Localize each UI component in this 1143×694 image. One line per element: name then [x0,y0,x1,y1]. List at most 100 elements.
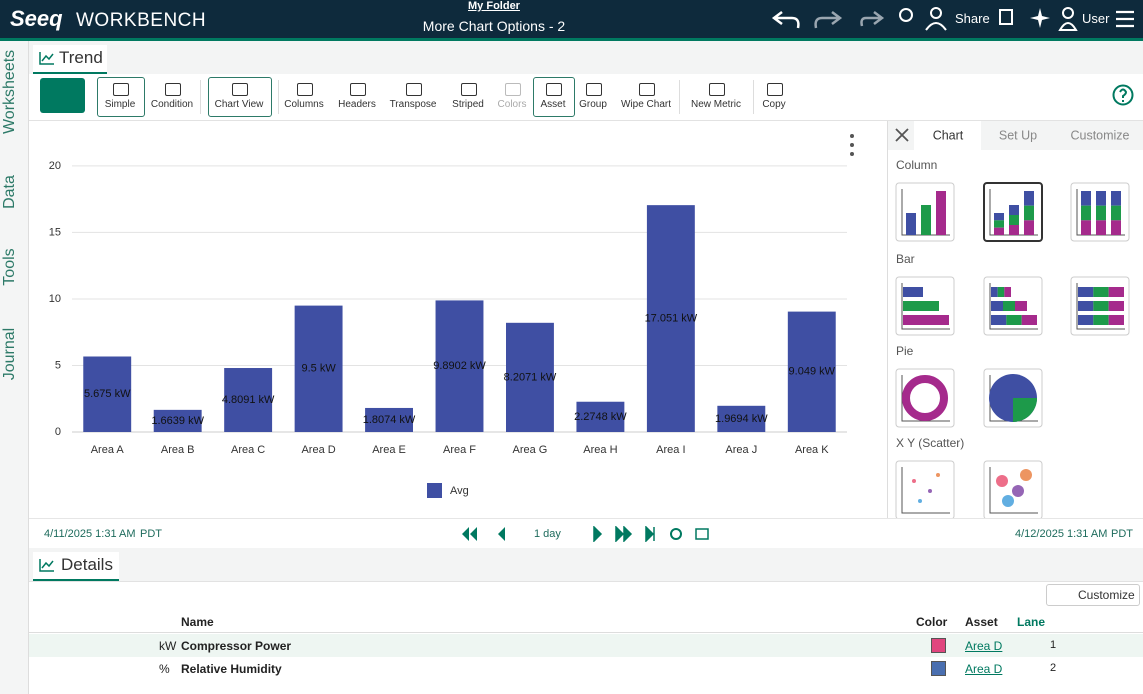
option-axes [989,283,1038,330]
view-button[interactable] [40,78,85,113]
button-icon[interactable] [461,83,477,96]
y-tick-label: 15 [49,226,61,238]
close-icon[interactable] [895,128,909,142]
toolbar-button[interactable]: Group [579,99,607,110]
option-bar [1093,301,1109,311]
option-bar [1006,315,1022,325]
row[interactable] [29,634,1143,657]
share-label[interactable]: Share [955,11,990,26]
button-icon[interactable] [767,83,783,96]
toolbar-button[interactable]: Chart View [214,99,264,110]
user-label[interactable]: User [1082,11,1110,26]
option-bar [1108,315,1124,325]
button-icon[interactable] [350,83,366,96]
sidebar-tab[interactable]: Worksheets [1,49,18,134]
asset-link[interactable]: Area D [965,639,1003,653]
option-bar [1024,191,1034,206]
color-swatch[interactable] [931,661,946,676]
value-label: 9.8902 kW [433,360,486,372]
trend-tab[interactable]: Trend [33,45,107,74]
toolbar-button[interactable]: Striped [452,99,484,110]
details-tab[interactable]: Details [33,552,119,581]
share-icon[interactable] [930,7,942,19]
column-header[interactable]: Asset [965,615,998,629]
forward-icon [860,11,885,27]
insight-icon[interactable] [899,8,913,22]
toolbar-button[interactable]: Columns [284,99,324,110]
option-axes [989,467,1038,514]
toolbar-button[interactable]: New Metric [690,99,741,110]
row[interactable] [29,657,1143,680]
option-bar [1111,191,1121,206]
panel-tab[interactable]: Customize [1070,128,1129,142]
color-swatch[interactable] [931,638,946,653]
option-bar [1024,220,1034,235]
legend-label: Avg [450,485,469,497]
option-bar [1078,287,1094,297]
step-back-icons[interactable] [461,526,521,542]
customize-button[interactable]: Customize [1046,584,1140,606]
chart: 0 5 10 15 20 Area A 5.675 kW Area B 1.6639 kW Are… [49,134,854,498]
duration[interactable]: 1 day [534,528,561,540]
option-dot [1020,469,1032,481]
toolbar-button[interactable]: Asset [540,99,566,110]
toolbar-button[interactable]: Wipe Chart [620,99,671,110]
asset-link[interactable]: Area D [965,662,1003,676]
undo-icon[interactable] [771,11,800,29]
start-time[interactable]: 4/11/2025 1:31 AM [44,528,136,540]
menu-icon[interactable] [1116,10,1136,28]
option-slice [1013,398,1037,422]
button-icon[interactable] [232,83,248,96]
header: Seeq WORKBENCH My Folder More Chart Opti… [0,0,1143,41]
folder-link[interactable]: My Folder [468,0,520,12]
panel-tab[interactable]: Set Up [999,128,1037,142]
column-header[interactable]: Color [916,615,948,629]
button-icon[interactable] [406,83,422,96]
value-label: 4.8091 kW [222,394,275,406]
sidebar [0,41,29,694]
button-icon[interactable] [586,83,602,96]
header-row [29,608,1143,633]
end-time[interactable]: 4/12/2025 1:31 AM [1015,528,1108,540]
option-axes [901,189,950,236]
option-axes [901,283,950,330]
button-frame [97,77,145,117]
product: WORKBENCH [76,10,207,31]
chart-option[interactable] [895,460,955,518]
side-panel: Chart Set Up Customize Column Bar Pie X Y (Sca… [887,121,1143,518]
logo[interactable]: Seeq [10,6,63,31]
toolbar-button[interactable]: Transpose [389,99,437,110]
column-header[interactable]: Lane [1017,615,1046,629]
x-tick-label: Area E [372,444,406,456]
column-header[interactable]: Name [181,615,214,629]
sidebar-tab[interactable]: Data [1,175,18,209]
toolbar-button[interactable]: Copy [762,99,786,110]
option-bar [1009,215,1019,225]
option-dot [996,475,1008,487]
separator [753,80,754,114]
user-icon[interactable] [1062,7,1074,19]
ai-icon[interactable] [1030,8,1050,28]
option-bar [1078,301,1094,311]
option-bar [1093,287,1109,297]
option-bar [997,287,1005,297]
sidebar-tab[interactable]: Journal [1,327,18,381]
button-icon[interactable] [297,83,313,96]
button-icon[interactable] [113,83,129,96]
help-icon[interactable] [1112,84,1134,106]
button-frame [208,77,272,117]
active-tab[interactable] [914,121,981,150]
button-icon[interactable] [709,83,725,96]
x-tick-label: Area A [91,444,125,456]
copy-icon[interactable] [999,9,1013,25]
sidebar-tab[interactable]: Tools [1,248,18,286]
toolbar-button[interactable]: Simple [104,99,136,110]
panel-tab[interactable]: Chart [933,128,964,142]
toolbar-button[interactable]: Condition [150,99,194,110]
value-label: 1.6639 kW [151,415,204,427]
toolbar-button[interactable]: Headers [338,99,376,110]
step-forward-icons[interactable] [592,526,722,542]
button-icon[interactable] [546,83,562,96]
button-icon[interactable] [639,83,655,96]
button-icon[interactable] [165,83,181,96]
